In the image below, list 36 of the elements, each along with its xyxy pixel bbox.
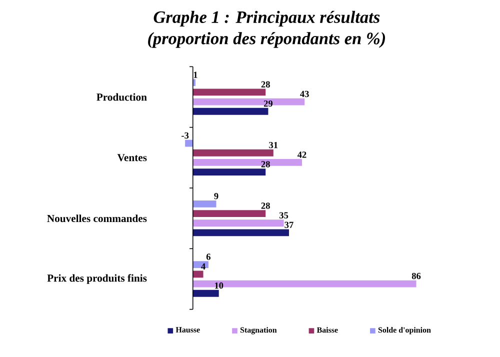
bar xyxy=(192,280,416,288)
bar xyxy=(192,270,204,278)
data-label: 4 xyxy=(201,263,206,270)
y-tick-label: Production xyxy=(96,93,147,101)
bar xyxy=(192,158,302,166)
data-label: 29 xyxy=(264,100,273,107)
data-label: 28 xyxy=(261,81,270,88)
data-label: 31 xyxy=(269,142,278,148)
bar xyxy=(192,88,266,96)
y-tick-label: Prix des produits finis xyxy=(47,274,147,284)
bar xyxy=(192,210,266,217)
data-label: 86 xyxy=(412,272,421,279)
data-label: 28 xyxy=(261,202,270,209)
data-label: 43 xyxy=(300,90,309,97)
chart-subtitle: (proportion des répondants en %) xyxy=(148,32,386,48)
y-tick-label: Ventes xyxy=(117,154,147,162)
data-label: 42 xyxy=(297,151,306,158)
bar xyxy=(192,200,216,208)
data-label: 1 xyxy=(194,72,198,78)
data-label: 10 xyxy=(214,282,224,289)
bar xyxy=(192,168,266,176)
bar xyxy=(192,149,274,156)
bar xyxy=(192,229,289,236)
data-label: 28 xyxy=(261,160,270,168)
data-label: 37 xyxy=(284,222,294,228)
bar xyxy=(192,290,219,297)
data-label: 6 xyxy=(206,254,211,260)
chart-title: Graphe 1 : Principaux résultats xyxy=(154,10,380,26)
data-label: 35 xyxy=(279,212,288,218)
data-label: 9 xyxy=(214,192,218,200)
y-tick-label: Nouvelles commandes xyxy=(47,214,147,222)
data-label: -3 xyxy=(182,132,189,138)
bar xyxy=(192,108,268,115)
bar xyxy=(185,140,193,147)
bar xyxy=(192,220,284,226)
bar xyxy=(192,98,305,106)
